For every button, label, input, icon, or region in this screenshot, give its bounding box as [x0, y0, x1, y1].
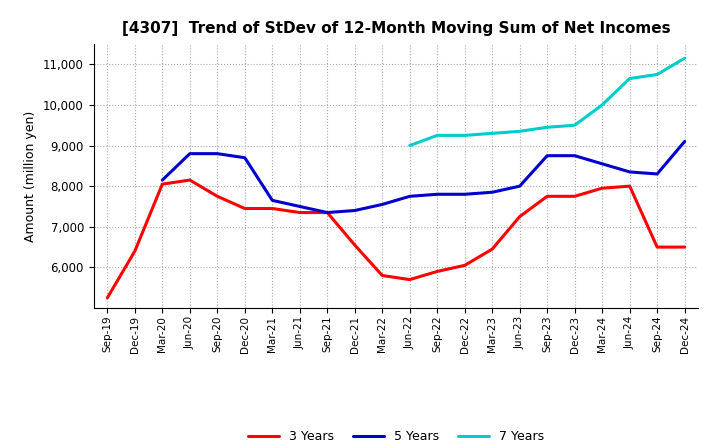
7 Years: [626, 76, 634, 81]
5 Years: [405, 194, 414, 199]
5 Years: [268, 198, 276, 203]
3 Years: [680, 245, 689, 250]
5 Years: [570, 153, 579, 158]
5 Years: [240, 155, 249, 160]
3 Years: [653, 245, 662, 250]
7 Years: [598, 102, 606, 107]
Line: 5 Years: 5 Years: [162, 142, 685, 213]
3 Years: [598, 186, 606, 191]
3 Years: [460, 263, 469, 268]
3 Years: [626, 183, 634, 189]
5 Years: [158, 177, 166, 183]
3 Years: [323, 210, 332, 215]
3 Years: [268, 206, 276, 211]
3 Years: [570, 194, 579, 199]
5 Years: [598, 161, 606, 166]
5 Years: [680, 139, 689, 144]
3 Years: [103, 295, 112, 301]
5 Years: [653, 171, 662, 176]
7 Years: [680, 55, 689, 61]
7 Years: [488, 131, 497, 136]
3 Years: [351, 242, 359, 248]
5 Years: [378, 202, 387, 207]
7 Years: [653, 72, 662, 77]
5 Years: [488, 190, 497, 195]
Line: 3 Years: 3 Years: [107, 180, 685, 298]
5 Years: [543, 153, 552, 158]
3 Years: [186, 177, 194, 183]
5 Years: [433, 192, 441, 197]
5 Years: [186, 151, 194, 156]
7 Years: [516, 128, 524, 134]
7 Years: [433, 133, 441, 138]
5 Years: [323, 210, 332, 215]
5 Years: [295, 204, 304, 209]
3 Years: [433, 269, 441, 274]
Legend: 3 Years, 5 Years, 7 Years: 3 Years, 5 Years, 7 Years: [243, 425, 549, 440]
3 Years: [405, 277, 414, 282]
5 Years: [460, 192, 469, 197]
Y-axis label: Amount (million yen): Amount (million yen): [24, 110, 37, 242]
3 Years: [295, 210, 304, 215]
7 Years: [543, 125, 552, 130]
3 Years: [213, 194, 222, 199]
3 Years: [378, 273, 387, 278]
7 Years: [570, 123, 579, 128]
Title: [4307]  Trend of StDev of 12-Month Moving Sum of Net Incomes: [4307] Trend of StDev of 12-Month Moving…: [122, 21, 670, 36]
5 Years: [351, 208, 359, 213]
3 Years: [488, 246, 497, 252]
3 Years: [516, 214, 524, 219]
7 Years: [460, 133, 469, 138]
3 Years: [543, 194, 552, 199]
Line: 7 Years: 7 Years: [410, 58, 685, 146]
5 Years: [516, 183, 524, 189]
3 Years: [130, 249, 139, 254]
5 Years: [626, 169, 634, 175]
3 Years: [240, 206, 249, 211]
3 Years: [158, 181, 166, 187]
7 Years: [405, 143, 414, 148]
5 Years: [213, 151, 222, 156]
